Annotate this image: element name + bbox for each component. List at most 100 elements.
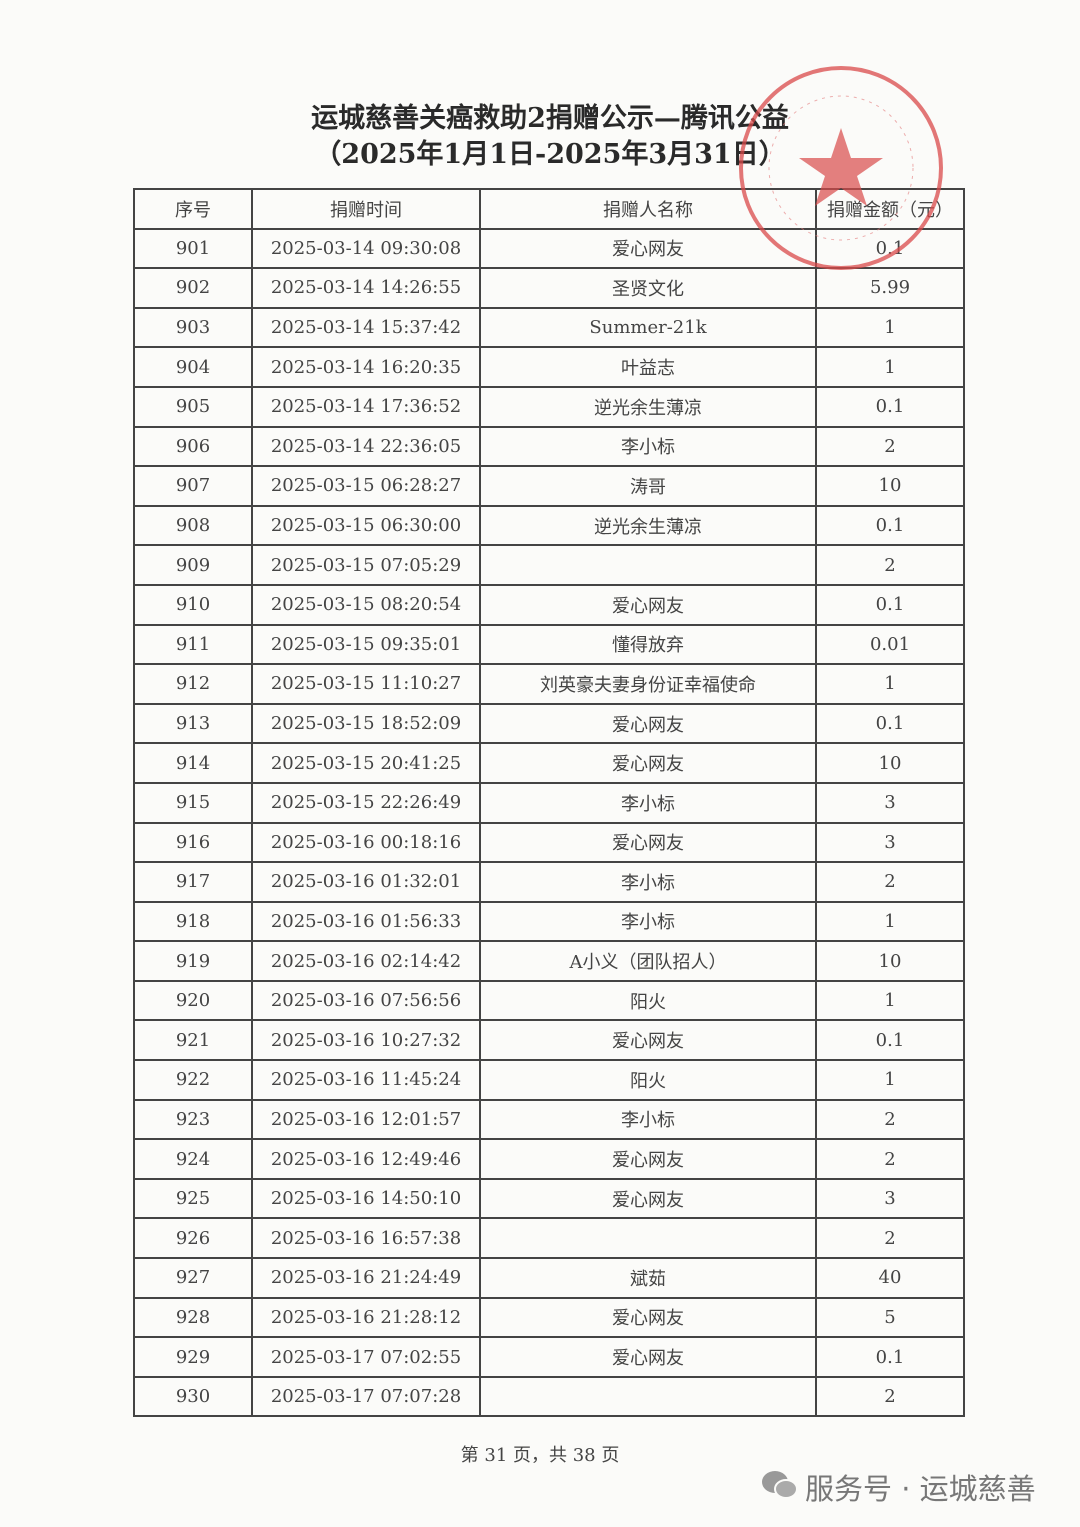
table-cell: 3 bbox=[815, 821, 965, 864]
table-cell bbox=[479, 544, 817, 586]
table-cell: 2025-03-15 18:52:09 bbox=[251, 702, 481, 745]
table-cell: 2025-03-14 16:20:35 bbox=[251, 346, 481, 388]
table-cell: 爱心网友 bbox=[479, 583, 817, 626]
table-cell: 924 bbox=[133, 1138, 253, 1180]
table-cell: 2025-03-16 02:14:42 bbox=[251, 940, 481, 982]
column-header: 捐赠时间 bbox=[251, 188, 481, 230]
table-cell: 阳火 bbox=[479, 1059, 817, 1101]
table-cell: 925 bbox=[133, 1177, 253, 1220]
table-row: 920 2025-03-16 07:56:56 阳火 1 bbox=[133, 979, 965, 1022]
table-row: 913 2025-03-15 18:52:09 爱心网友 0.1 bbox=[133, 702, 965, 745]
table-cell: 爱心网友 bbox=[479, 702, 817, 745]
table-cell: 927 bbox=[133, 1257, 253, 1299]
table-cell: 爱心网友 bbox=[479, 1296, 817, 1339]
table-cell: 2025-03-15 11:10:27 bbox=[251, 663, 481, 705]
table-cell: 李小标 bbox=[479, 861, 817, 903]
table-cell: 逆光余生薄凉 bbox=[479, 504, 817, 547]
table-cell: 10 bbox=[815, 742, 965, 784]
table-cell: 爱心网友 bbox=[479, 1138, 817, 1180]
table-cell: 2025-03-16 21:28:12 bbox=[251, 1296, 481, 1339]
page-number: 第 31 页，共 38 页 bbox=[460, 1445, 620, 1466]
table-row: 922 2025-03-16 11:45:24 阳火 1 bbox=[133, 1059, 965, 1101]
table-cell: 907 bbox=[133, 465, 253, 507]
table-row: 926 2025-03-16 16:57:38 2 bbox=[133, 1217, 965, 1260]
table-cell: 902 bbox=[133, 267, 253, 309]
table-row: 911 2025-03-15 09:35:01 懂得放弃 0.01 bbox=[133, 623, 965, 666]
table-row: 918 2025-03-16 01:56:33 李小标 1 bbox=[133, 900, 965, 943]
table-cell: 903 bbox=[133, 306, 253, 349]
table-cell: 爱心网友 bbox=[479, 1336, 817, 1378]
table-cell: 921 bbox=[133, 1019, 253, 1062]
table-row: 923 2025-03-16 12:01:57 李小标 2 bbox=[133, 1098, 965, 1141]
table-cell: 2025-03-16 00:18:16 bbox=[251, 821, 481, 864]
table-row: 904 2025-03-14 16:20:35 叶益志 1 bbox=[133, 346, 965, 388]
table-cell: 0.1 bbox=[815, 583, 965, 626]
table-cell: 2025-03-15 09:35:01 bbox=[251, 623, 481, 666]
table-cell: 爱心网友 bbox=[479, 227, 817, 270]
table-row: 916 2025-03-16 00:18:16 爱心网友 3 bbox=[133, 821, 965, 864]
table-cell: 阳火 bbox=[479, 979, 817, 1022]
table-cell: 2025-03-16 07:56:56 bbox=[251, 979, 481, 1022]
table-row: 930 2025-03-17 07:07:28 2 bbox=[133, 1375, 965, 1418]
table-cell: 李小标 bbox=[479, 781, 817, 824]
watermark: 服务号 · 运城慈善 bbox=[805, 1472, 1036, 1506]
table-cell: 2025-03-16 11:45:24 bbox=[251, 1059, 481, 1101]
table-cell: 2025-03-14 14:26:55 bbox=[251, 267, 481, 309]
table-cell: 2025-03-16 10:27:32 bbox=[251, 1019, 481, 1062]
table-cell: 叶益志 bbox=[479, 346, 817, 388]
subtitle: （2025年1月1日-2025年3月31日） bbox=[314, 139, 786, 170]
table-cell: 916 bbox=[133, 821, 253, 864]
table-cell: 923 bbox=[133, 1098, 253, 1141]
table-cell: 2025-03-14 15:37:42 bbox=[251, 306, 481, 349]
table-cell bbox=[479, 1375, 817, 1418]
table-cell: 2 bbox=[815, 1098, 965, 1141]
table-cell: 圣贤文化 bbox=[479, 267, 817, 309]
table-row: 921 2025-03-16 10:27:32 爱心网友 0.1 bbox=[133, 1019, 965, 1062]
table-cell: 爱心网友 bbox=[479, 1019, 817, 1062]
header-row: 序号 捐赠时间 捐赠人名称 捐赠金额（元） bbox=[133, 188, 965, 230]
table-row: 914 2025-03-15 20:41:25 爱心网友 10 bbox=[133, 742, 965, 784]
table-cell: 915 bbox=[133, 781, 253, 824]
table-cell: 904 bbox=[133, 346, 253, 388]
table-cell: 908 bbox=[133, 504, 253, 547]
table-cell: 1 bbox=[815, 1059, 965, 1101]
table-cell: 905 bbox=[133, 385, 253, 428]
table-row: 924 2025-03-16 12:49:46 爱心网友 2 bbox=[133, 1138, 965, 1180]
donation-table: 序号 捐赠时间 捐赠人名称 捐赠金额（元） 901 2025-03-14 09:30:0… bbox=[133, 188, 965, 1418]
table-cell: Summer-21k bbox=[479, 306, 817, 349]
table-cell: 1 bbox=[815, 979, 965, 1022]
table-cell: 0.1 bbox=[815, 227, 965, 270]
table-cell: 2 bbox=[815, 544, 965, 586]
table-cell: 爱心网友 bbox=[479, 742, 817, 784]
table-cell: 2 bbox=[815, 861, 965, 903]
table-cell: 910 bbox=[133, 583, 253, 626]
table-cell: 李小标 bbox=[479, 900, 817, 943]
table-cell: 2025-03-14 17:36:52 bbox=[251, 385, 481, 428]
table-row: 912 2025-03-15 11:10:27 刘英豪夫妻身份证幸福使命 1 bbox=[133, 663, 965, 705]
table-cell: 2025-03-15 06:30:00 bbox=[251, 504, 481, 547]
table-cell: 2025-03-15 06:28:27 bbox=[251, 465, 481, 507]
table-row: 927 2025-03-16 21:24:49 斌茹 40 bbox=[133, 1257, 965, 1299]
table-cell: 2025-03-14 22:36:05 bbox=[251, 425, 481, 468]
table-cell: 918 bbox=[133, 900, 253, 943]
table-row: 906 2025-03-14 22:36:05 李小标 2 bbox=[133, 425, 965, 468]
table-cell: 10 bbox=[815, 465, 965, 507]
table-cell: 1 bbox=[815, 306, 965, 349]
table-row: 901 2025-03-14 09:30:08 爱心网友 0.1 bbox=[133, 227, 965, 270]
table-cell: 0.1 bbox=[815, 1019, 965, 1062]
table-cell: 3 bbox=[815, 781, 965, 824]
table-cell: A小义（团队招人） bbox=[479, 940, 817, 982]
table-cell: 2025-03-15 20:41:25 bbox=[251, 742, 481, 784]
table-cell: 2 bbox=[815, 1217, 965, 1260]
table-row: 917 2025-03-16 01:32:01 李小标 2 bbox=[133, 861, 965, 903]
table-cell: 906 bbox=[133, 425, 253, 468]
table-cell: 2025-03-17 07:07:28 bbox=[251, 1375, 481, 1418]
table-cell: 2 bbox=[815, 425, 965, 468]
table-cell: 5 bbox=[815, 1296, 965, 1339]
table-cell: 2 bbox=[815, 1375, 965, 1418]
table-cell: 40 bbox=[815, 1257, 965, 1299]
table-cell: 5.99 bbox=[815, 267, 965, 309]
table-cell: 斌茹 bbox=[479, 1257, 817, 1299]
wechat-icon bbox=[762, 1471, 798, 1499]
